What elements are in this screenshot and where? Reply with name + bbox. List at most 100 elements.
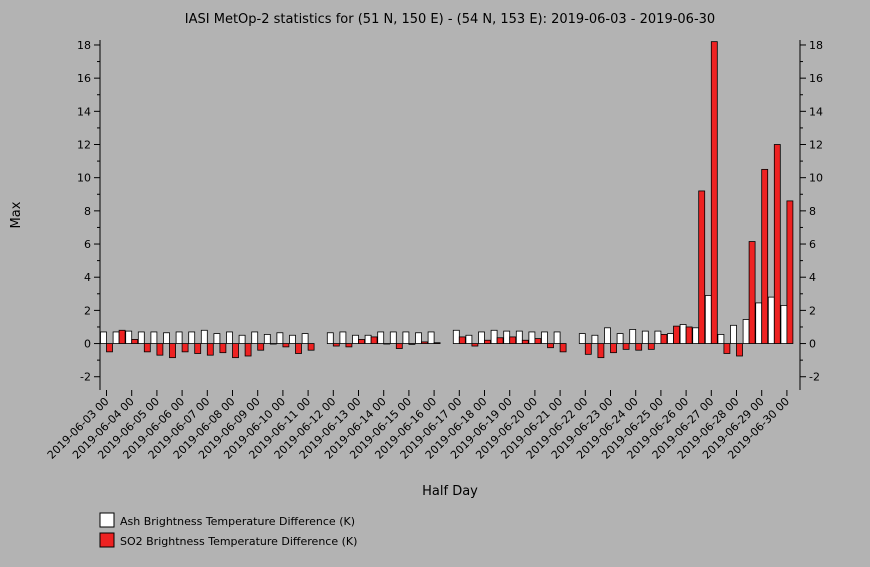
bar-ash-42 <box>629 329 637 344</box>
axes <box>99 40 801 390</box>
bar-so2-12 <box>257 343 265 351</box>
bar-ash-26 <box>427 331 435 344</box>
bar-so2-1 <box>118 329 126 344</box>
y-tick-label-left: 14 <box>77 105 91 118</box>
bar-so2-50 <box>736 343 743 357</box>
bar-so2-8 <box>206 343 214 356</box>
bar-so2-14 <box>282 343 290 348</box>
bar-so2-40 <box>610 343 617 354</box>
bar-ash-15 <box>289 334 296 344</box>
y-tick-label-right: -2 <box>809 371 820 384</box>
bar-ash-50 <box>730 324 737 344</box>
bar-so2-20 <box>358 339 365 344</box>
bar-so2-49 <box>723 343 731 354</box>
bar-ash-48 <box>704 295 712 344</box>
bar-so2-28 <box>458 336 466 344</box>
bar-so2-11 <box>244 343 252 357</box>
bar-so2-23 <box>395 343 403 349</box>
bar-so2-48 <box>710 41 718 344</box>
bar-so2-33 <box>521 339 529 344</box>
y-tick-label-right: 12 <box>809 139 823 152</box>
bar-ash-10 <box>226 331 233 344</box>
bar-so2-35 <box>547 343 554 349</box>
bar-so2-10 <box>232 343 239 359</box>
y-tick-label-right: 16 <box>809 72 823 85</box>
y-tick-label-right: 18 <box>809 39 823 52</box>
bar-so2-53 <box>773 144 781 344</box>
legend: Ash Brightness Temperature Difference (K… <box>99 512 357 548</box>
y-tick-label-left: 2 <box>84 304 91 317</box>
bar-so2-38 <box>584 343 592 355</box>
bar-ash-53 <box>767 296 775 344</box>
bar-so2-42 <box>635 343 643 351</box>
bar-ash-25 <box>415 332 422 344</box>
y-tick-label-right: 6 <box>809 238 816 251</box>
bar-ash-23 <box>389 331 397 344</box>
y-tick-label-right: 14 <box>809 105 823 118</box>
bar-ash-35 <box>541 331 548 344</box>
bar-ash-11 <box>238 334 246 344</box>
bar-ash-18 <box>326 332 334 344</box>
y-tick-label-right: 2 <box>809 304 816 317</box>
bar-ash-28 <box>452 329 460 344</box>
bar-so2-4 <box>156 343 164 356</box>
bar-so2-36 <box>559 343 567 353</box>
bar-so2-9 <box>219 343 227 354</box>
bar-ash-39 <box>591 334 599 344</box>
bar-ash-5 <box>163 332 170 344</box>
bar-ash-49 <box>717 334 725 344</box>
legend-swatch-ash <box>99 512 115 528</box>
bar-so2-34 <box>534 338 542 344</box>
bar-ash-20 <box>352 334 359 344</box>
bar-ash-29 <box>465 334 473 344</box>
bar-so2-46 <box>685 326 693 344</box>
y-tick-label-left: 4 <box>84 271 91 284</box>
y-tick-label-left: -2 <box>80 371 91 384</box>
bar-ash-9 <box>213 333 221 344</box>
y-tick-label-right: 4 <box>809 271 816 284</box>
bar-ash-0 <box>100 331 107 344</box>
bar-ash-43 <box>641 330 649 344</box>
bar-ash-51 <box>742 319 750 344</box>
y-tick-label-right: 8 <box>809 205 816 218</box>
bar-so2-39 <box>597 343 605 359</box>
y-axis-left: -2 0 2 4 6 8 10 12 14 16 18 <box>77 39 100 384</box>
bar-ash-34 <box>528 331 536 344</box>
x-axis-label: Half Day <box>422 484 478 499</box>
bar-ash-44 <box>654 330 662 344</box>
y-tick-label-left: 0 <box>84 338 91 351</box>
bar-ash-21 <box>364 334 372 344</box>
bar-ash-22 <box>377 331 385 344</box>
bar-so2-25 <box>421 341 428 344</box>
bar-ash-36 <box>553 331 561 344</box>
bar-so2-19 <box>345 343 353 348</box>
bar-ash-40 <box>604 327 611 344</box>
bar-ash-2 <box>125 330 133 344</box>
bar-ash-52 <box>755 302 763 344</box>
bar-so2-2 <box>131 339 139 344</box>
bar-so2-5 <box>169 343 176 359</box>
bar-ash-38 <box>578 333 586 344</box>
y-tick-label-left: 8 <box>84 205 91 218</box>
bar-so2-54 <box>786 200 794 344</box>
bar-so2-24 <box>408 343 416 345</box>
bar-ash-14 <box>276 332 284 344</box>
bar-so2-16 <box>307 343 315 351</box>
bar-ash-13 <box>263 334 271 344</box>
y-axis-label: Max <box>9 201 24 228</box>
bar-ash-47 <box>692 327 700 344</box>
bar-ash-30 <box>478 331 485 344</box>
bar-so2-31 <box>496 337 504 344</box>
y-tick-label-left: 10 <box>77 172 91 185</box>
bar-so2-7 <box>194 343 202 354</box>
bar-ash-1 <box>112 331 120 344</box>
bar-ash-41 <box>616 333 624 344</box>
bar-so2-22 <box>383 343 391 345</box>
y-tick-label-right: 0 <box>809 338 816 351</box>
bar-so2-44 <box>660 334 668 344</box>
bar-ash-33 <box>515 330 523 344</box>
bar-ash-54 <box>780 304 788 344</box>
